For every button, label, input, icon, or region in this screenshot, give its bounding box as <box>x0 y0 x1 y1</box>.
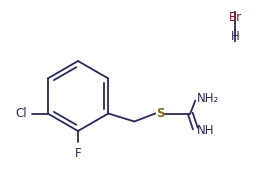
Text: H: H <box>231 29 239 43</box>
Text: NH₂: NH₂ <box>197 92 220 105</box>
Text: F: F <box>75 147 81 160</box>
Text: NH: NH <box>197 124 215 137</box>
Text: Br: Br <box>229 11 242 23</box>
Text: Cl: Cl <box>15 107 27 120</box>
Text: S: S <box>156 107 165 120</box>
